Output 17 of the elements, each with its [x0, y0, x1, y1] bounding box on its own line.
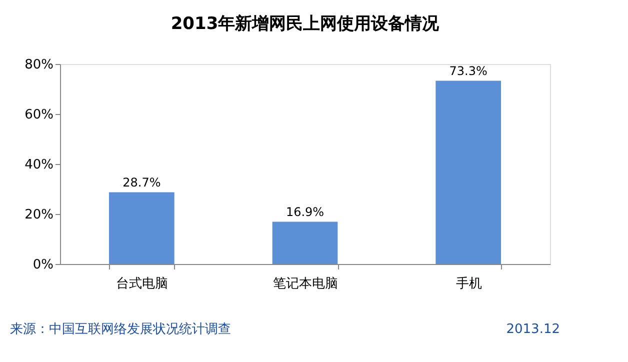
text: 2013.12 — [506, 322, 560, 337]
y-tick-label: 40% — [24, 158, 54, 172]
x-tick-label: 台式电脑 — [116, 276, 168, 292]
x-tick-label: 手机 — [456, 276, 482, 292]
bar — [109, 192, 174, 264]
y-tick-label: 0% — [32, 258, 54, 272]
y-tick-label: 60% — [24, 108, 54, 122]
y-tick-label: 20% — [24, 208, 54, 222]
chart-title: 2013年新增网民上网使用设备情况 — [170, 14, 440, 34]
bar — [272, 222, 338, 264]
data-label: 16.9% — [286, 204, 324, 219]
data-label: 73.3% — [449, 64, 488, 78]
source-note: 来源：中国互联网络发展状况统计调查 — [10, 322, 231, 337]
bar — [436, 80, 501, 264]
y-tick-label: 80% — [24, 58, 54, 72]
x-tick-label: 笔记本电脑 — [273, 276, 338, 292]
data-label: 28.7% — [122, 175, 161, 190]
